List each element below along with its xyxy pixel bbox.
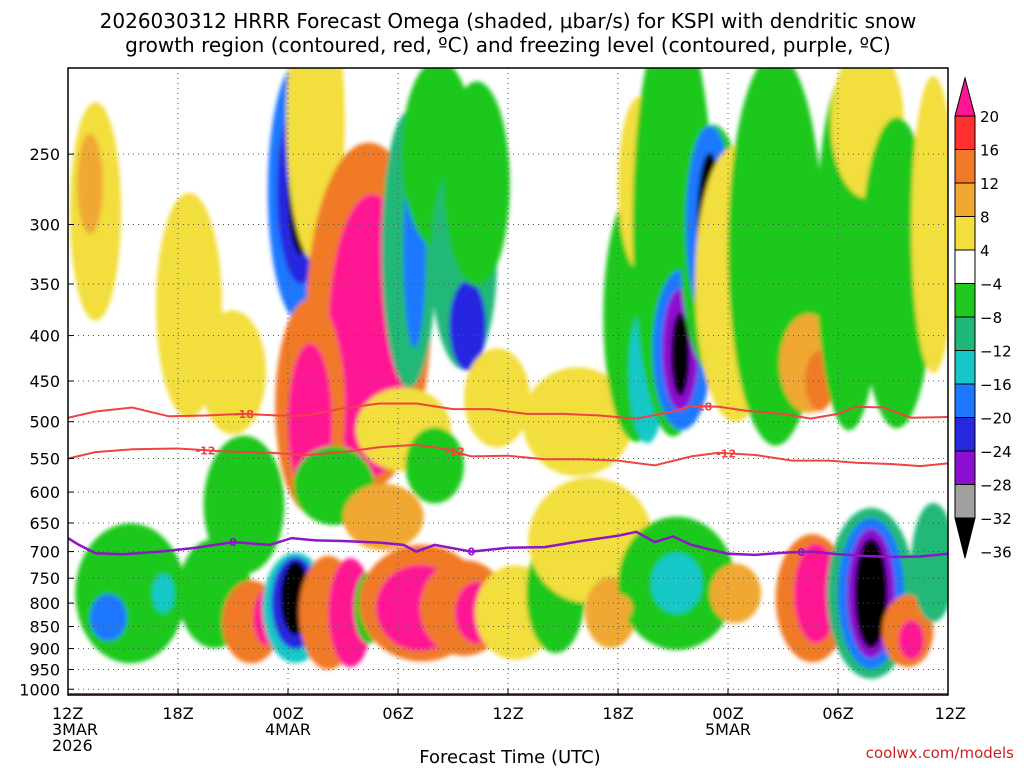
dendritic-contour-line [68,402,948,420]
omega-shading [69,68,948,679]
omega-cell [449,281,486,371]
x-tick-label: 3MAR [52,720,98,739]
omega-cell [709,563,761,624]
contour-label: -18 [692,400,712,413]
colorbar-swatch [954,517,976,559]
omega-cell [152,573,175,614]
contour-labels: -18 -18 -12 -12 -12 0 0 0 [196,400,806,559]
x-tick-label: 06Z [382,704,413,723]
contour-label: -12 [445,446,465,459]
y-tick-label: 350 [29,275,60,294]
colorbar-swatch [954,417,976,452]
y-tick-label: 1000 [19,680,60,699]
omega-cell [671,312,690,396]
contour-label: 0 [229,536,237,549]
x-tick-label: 00Z [712,704,743,723]
contour-label: 0 [798,546,806,559]
colorbar-swatch [954,350,976,385]
y-tick-label: 500 [29,413,60,432]
colorbar-label: 4 [980,242,990,260]
colorbar-swatch [954,316,976,351]
omega-cell [651,552,703,614]
y-tick-label: 950 [29,660,60,679]
x-tick-label: 06Z [822,704,853,723]
x-tick-label: 12Z [52,704,83,723]
freezing-level-line [68,530,948,559]
chart-title-line-2: growth region (contoured, red, ºC) and f… [125,33,891,57]
colorbar-label: −32 [980,510,1012,528]
colorbar-label: −24 [980,443,1012,461]
omega-cell [522,367,633,477]
omega-cell [90,594,127,641]
omega-cell [200,310,266,435]
y-tick-label: 800 [29,594,60,613]
omega-cell [794,543,838,644]
omega-cell [464,348,530,448]
omega-cell [77,133,103,235]
contour-label: -12 [716,447,736,460]
colorbar-label: −28 [980,477,1012,495]
colorbar: 20 16 12 8 4 −4 −8 −12 −16 −20 −24 −28 −32 −36 [954,76,1012,562]
omega-cell [443,81,510,287]
omega-cell [603,593,633,623]
colorbar-label: 20 [980,108,999,126]
y-tick-label: 250 [29,145,60,164]
colorbar-swatch [954,249,976,284]
y-tick-label: 850 [29,618,60,637]
omega-cell [911,503,948,622]
colorbar-swatch [954,450,976,485]
y-tick-label: 750 [29,569,60,588]
y-tick-label: 450 [29,372,60,391]
y-tick-label: 650 [29,514,60,533]
omega-cell [343,483,424,551]
y-tick-label: 400 [29,327,60,346]
colorbar-label: −36 [980,544,1012,562]
contour-label: -12 [196,444,216,457]
colorbar-label: 8 [980,209,990,227]
chart-title-line-1: 2026030312 HRRR Forecast Omega (shaded, … [100,9,917,33]
omega-cell [854,538,888,649]
x-tick-label: 00Z [272,704,303,723]
x-tick-label: 5MAR [705,720,751,739]
omega-cell [911,76,948,373]
x-tick-label: 12Z [492,704,523,723]
colorbar-swatch [954,383,976,418]
x-tick-label: 2026 [52,736,93,755]
y-tick-label: 550 [29,449,60,468]
colorbar-label: −12 [980,343,1012,361]
colorbar-swatch [954,283,976,318]
x-tick-label: 18Z [162,704,193,723]
y-tick-label: 700 [29,543,60,562]
colorbar-label: 12 [980,175,999,193]
y-tick-label: 300 [29,216,60,235]
dendritic-contour-line [68,443,948,468]
credit-text: coolwx.com/models [866,744,1014,762]
omega-cell [898,620,925,660]
colorbar-swatch [954,216,976,251]
x-tick-label: 12Z [935,704,966,723]
omega-cell [405,427,464,504]
y-tick-label: 900 [29,640,60,659]
colorbar-swatch [954,182,976,217]
omega-cell [203,435,285,574]
x-tick-label: 4MAR [265,720,311,739]
y-axis: 250 300 350 400 450 500 550 600 650 700 750 800 850 9… [19,145,74,699]
colorbar-label: −16 [980,376,1012,394]
colorbar-swatch [954,484,976,519]
colorbar-swatch [954,149,976,184]
colorbar-label: 16 [980,142,999,160]
y-tick-label: 600 [29,483,60,502]
colorbar-label: −20 [980,410,1012,428]
contour-label: -18 [234,408,254,421]
x-tick-label: 18Z [602,704,633,723]
contour-lines [68,402,948,559]
colorbar-swatch [954,115,976,150]
colorbar-swatch [954,76,976,117]
colorbar-label: −8 [980,309,1002,327]
colorbar-label: −4 [980,276,1002,294]
contour-label: 0 [468,546,476,559]
x-axis-title: Forecast Time (UTC) [419,747,600,768]
